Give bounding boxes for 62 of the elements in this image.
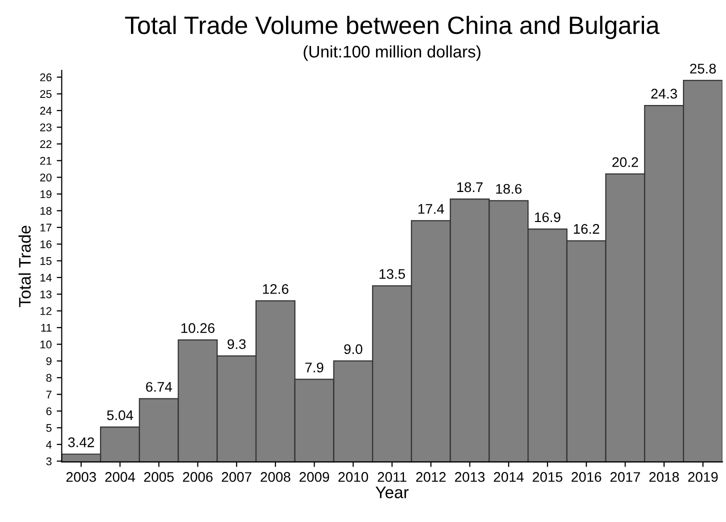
x-tick-label: 2004 — [105, 472, 136, 482]
y-tick-label: 14 — [40, 274, 52, 282]
y-tick-label: 16 — [40, 240, 52, 248]
data-label: 9.3 — [228, 339, 246, 350]
x-tick-label: 2013 — [455, 472, 485, 482]
x-tick-label: 2019 — [688, 472, 718, 482]
y-tick-label: 18 — [40, 206, 52, 215]
y-tick-label: 17 — [40, 224, 52, 232]
data-label: 7.9 — [305, 362, 324, 372]
y-tick-label: 22 — [40, 140, 52, 148]
x-tick-label: 2010 — [338, 472, 368, 482]
x-tick-label: 2007 — [222, 472, 252, 482]
x-tick-label: 2014 — [494, 472, 524, 482]
chart-title: Total Trade Volume between China and Bulgaria — [125, 16, 660, 40]
y-tick-label: 20 — [40, 174, 52, 182]
x-tick-label: 2008 — [260, 472, 290, 482]
data-label: 5.04 — [107, 410, 134, 420]
data-label: 20.2 — [612, 157, 638, 168]
y-tick-label: 25 — [40, 90, 52, 98]
y-tick-label: 5 — [46, 424, 52, 432]
data-label: 6.74 — [146, 382, 172, 392]
y-tick-label: 12 — [40, 307, 52, 315]
y-tick-label: 24 — [40, 106, 52, 115]
y-tick-label: 9 — [46, 357, 52, 366]
data-label: 12.6 — [262, 284, 288, 294]
data-label: 24.3 — [651, 88, 677, 99]
x-tick-label: 2015 — [532, 472, 562, 482]
y-tick-label: 21 — [40, 156, 52, 165]
data-label: 9.0 — [344, 344, 362, 354]
x-tick-label: 2011 — [378, 472, 406, 482]
y-tick-label: 10 — [40, 340, 52, 348]
data-label: 18.7 — [457, 182, 483, 192]
x-tick-label: 2005 — [144, 472, 174, 482]
y-axis-title: Total Trade — [18, 226, 31, 308]
y-tick-label: 23 — [40, 124, 52, 132]
y-tick-label: 26 — [40, 73, 52, 82]
data-label: 25.8 — [690, 64, 716, 74]
x-tick-label: 2018 — [649, 472, 679, 482]
chart-subtitle: (Unit:100 million dollars) — [304, 45, 480, 61]
y-tick-label: 15 — [40, 257, 52, 265]
y-tick-label: 6 — [46, 407, 52, 416]
data-label: 3.42 — [68, 437, 94, 448]
y-tick-label: 11 — [41, 324, 52, 332]
y-tick-label: 8 — [46, 374, 52, 382]
y-tick-label: 13 — [40, 290, 52, 298]
data-label: 16.9 — [535, 212, 560, 222]
x-axis-title: Year — [376, 486, 409, 498]
data-label: 10.26 — [181, 323, 214, 334]
data-label: 16.2 — [574, 224, 600, 234]
x-tick-label: 2006 — [182, 472, 213, 482]
x-tick-label: 2012 — [416, 472, 446, 482]
y-tick-label: 3 — [46, 457, 52, 466]
x-tick-label: 2016 — [572, 472, 602, 482]
data-label: 18.6 — [496, 184, 522, 194]
data-label: 17.4 — [418, 204, 444, 214]
x-tick-label: 2017 — [610, 472, 640, 482]
y-tick-label: 19 — [40, 190, 52, 198]
y-tick-label: 7 — [46, 390, 52, 398]
x-tick-label: 2003 — [66, 472, 96, 482]
data-label: 13.5 — [380, 269, 405, 279]
y-tick-label: 4 — [46, 440, 52, 448]
x-tick-label: 2009 — [300, 472, 330, 482]
